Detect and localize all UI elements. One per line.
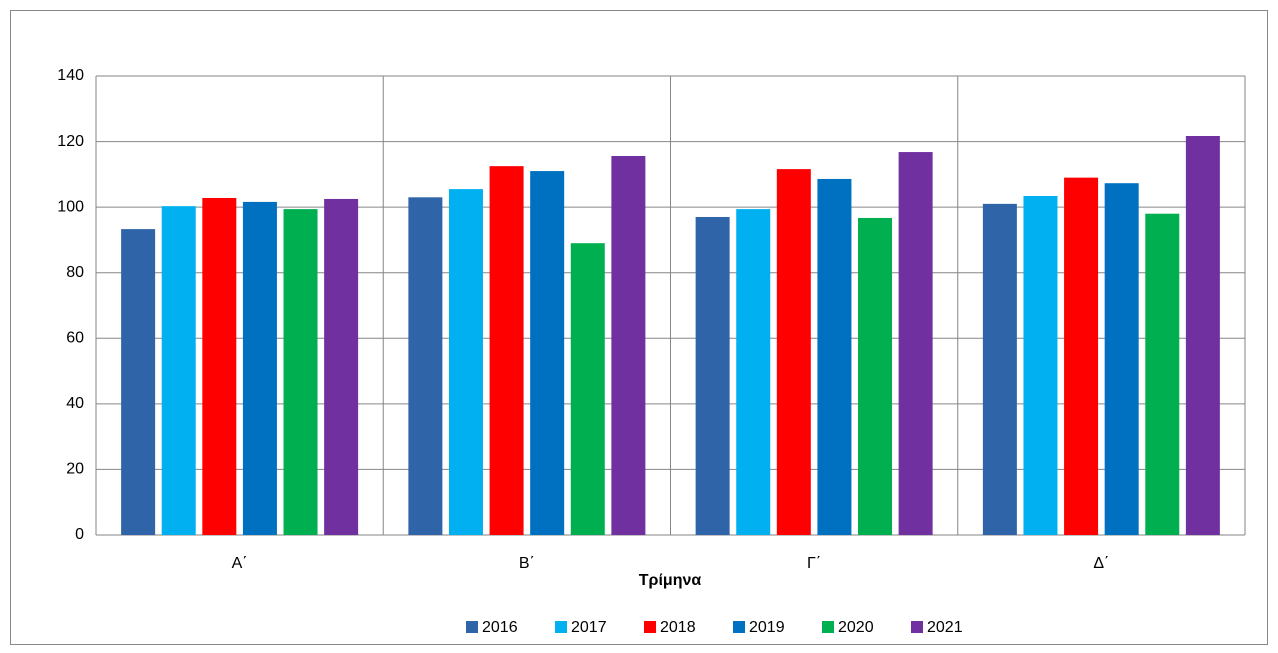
- bar: [530, 171, 565, 536]
- bar: [817, 178, 852, 535]
- x-tick-label: Α΄: [232, 555, 248, 572]
- x-axis-title: Τρίμηνα: [639, 572, 702, 589]
- legend-label: 2021: [927, 619, 963, 636]
- legend-label: 2019: [749, 619, 785, 636]
- legend-label: 2020: [838, 619, 874, 636]
- bar: [1145, 213, 1180, 535]
- bar: [408, 197, 443, 536]
- legend-swatch: [822, 621, 834, 633]
- bar: [570, 243, 605, 535]
- legend-swatch: [466, 621, 478, 633]
- legend-swatch: [733, 621, 745, 633]
- y-tick-label: 140: [57, 67, 84, 84]
- bar: [283, 209, 318, 536]
- bar: [982, 203, 1017, 535]
- bar: [898, 152, 933, 535]
- bar: [1023, 195, 1058, 535]
- bar: [858, 217, 893, 535]
- bar: [695, 216, 730, 535]
- bar: [161, 206, 196, 535]
- y-tick-label: 100: [57, 198, 84, 215]
- y-tick-label: 0: [75, 526, 84, 543]
- legend-label: 2018: [660, 619, 696, 636]
- bar: [324, 198, 359, 536]
- bar: [1064, 177, 1099, 535]
- legend-label: 2017: [571, 619, 607, 636]
- bar: [776, 169, 811, 535]
- y-tick-label: 20: [66, 461, 84, 478]
- y-tick-label: 60: [66, 330, 84, 347]
- bar: [202, 197, 237, 535]
- y-tick-label: 80: [66, 264, 84, 281]
- bar: [121, 229, 156, 535]
- bar: [1185, 135, 1220, 535]
- x-tick-label: Γ΄: [807, 555, 821, 572]
- bar: [1104, 183, 1139, 535]
- bar: [489, 166, 524, 536]
- legend-swatch: [911, 621, 923, 633]
- legend-swatch: [644, 621, 656, 633]
- y-tick-label: 40: [66, 395, 84, 412]
- bar: [736, 209, 771, 536]
- x-tick-label: Δ΄: [1093, 555, 1109, 572]
- legend-label: 2016: [482, 619, 518, 636]
- y-tick-label: 120: [57, 133, 84, 150]
- x-tick-label: Β΄: [519, 555, 535, 572]
- bar: [448, 189, 483, 535]
- bar: [611, 155, 646, 536]
- legend-swatch: [555, 621, 567, 633]
- bar: [242, 201, 277, 535]
